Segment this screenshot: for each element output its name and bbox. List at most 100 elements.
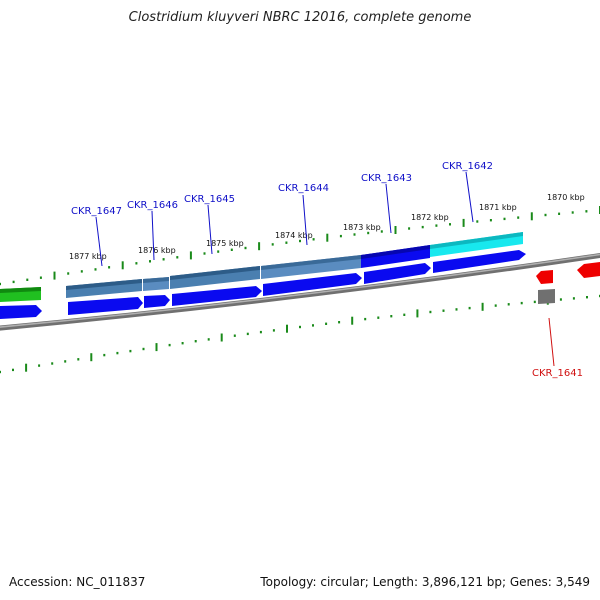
lower-ring-major-tick bbox=[220, 333, 223, 342]
upper-ring-minor-tick bbox=[571, 211, 574, 214]
upper-ring-minor-tick bbox=[80, 270, 83, 273]
lower-ring-minor-tick bbox=[207, 338, 210, 341]
feature-steel-4-shade bbox=[261, 255, 361, 270]
upper-ring-minor-tick bbox=[312, 238, 315, 241]
lower-ring-major-tick bbox=[286, 324, 288, 333]
leader-ckr-1641 bbox=[548, 317, 555, 367]
feature-track-upper bbox=[66, 232, 523, 298]
lower-ring-major-tick bbox=[155, 343, 158, 352]
cds-arrow-ckr-1647 bbox=[68, 297, 143, 315]
lower-ring-minor-tick bbox=[233, 334, 236, 337]
lower-ring-minor-tick bbox=[494, 304, 497, 307]
leader-ckr-1643 bbox=[385, 183, 392, 234]
upper-ring-minor-tick bbox=[135, 262, 138, 265]
upper-ring-minor-tick bbox=[476, 220, 479, 223]
cds-arrow-ckr-1645 bbox=[172, 286, 262, 306]
accession-text: Accession: NC_011837 bbox=[9, 575, 146, 589]
lower-ring-minor-tick bbox=[559, 298, 562, 301]
upper-ring-minor-tick bbox=[544, 213, 547, 217]
lower-ring-minor-tick bbox=[403, 313, 406, 316]
lower-ring-minor-tick bbox=[168, 343, 171, 347]
upper-ring-minor-tick bbox=[585, 210, 588, 213]
tick-labels: 1870 kbp 1871 kbp 1872 kbp 1873 kbp 1874… bbox=[69, 193, 585, 261]
lower-ring-minor-tick bbox=[12, 368, 14, 372]
lower-ring-minor-tick bbox=[377, 316, 380, 319]
upper-ring-major-tick bbox=[394, 226, 397, 234]
lower-ring-minor-tick bbox=[272, 329, 275, 332]
lower-ring-minor-tick bbox=[429, 310, 432, 314]
feature-steel-3-shade bbox=[170, 266, 260, 280]
upper-ring-major-tick bbox=[462, 218, 465, 227]
cds-arrow-ckr-1646 bbox=[144, 295, 170, 308]
gene-label-ckr-1641: CKR_1641 bbox=[532, 368, 583, 379]
lower-ring-minor-tick bbox=[38, 364, 41, 367]
gene-label-ckr-1644: CKR_1644 bbox=[278, 183, 329, 194]
upper-ring-major-tick bbox=[530, 212, 533, 221]
cds-arrow-ckr-1643 bbox=[364, 263, 431, 284]
upper-ring-minor-tick bbox=[230, 248, 233, 251]
upper-ring-minor-tick bbox=[435, 224, 438, 227]
lower-ring-minor-tick bbox=[299, 325, 301, 329]
leader-ckr-1642 bbox=[465, 171, 474, 223]
lower-ring-minor-tick bbox=[116, 351, 119, 355]
lower-ring-major-tick bbox=[25, 363, 28, 372]
cds-arrow-right-edge bbox=[577, 262, 600, 278]
upper-ring-minor-tick bbox=[367, 231, 370, 235]
lower-ring-minor-tick bbox=[77, 358, 80, 361]
lower-ring-minor-tick bbox=[51, 362, 54, 365]
lower-ring-minor-tick bbox=[390, 315, 393, 318]
upper-ring-minor-tick bbox=[203, 252, 206, 255]
genome-backbone bbox=[0, 252, 600, 331]
leader-ckr-1646 bbox=[151, 210, 155, 261]
lower-ring-minor-tick bbox=[338, 321, 341, 324]
gene-label-ckr-1642: CKR_1642 bbox=[442, 161, 493, 172]
upper-ring-minor-tick bbox=[503, 217, 506, 221]
lower-ring-minor-tick bbox=[325, 322, 328, 325]
lower-ring-minor-tick bbox=[129, 349, 132, 353]
upper-ring-minor-tick bbox=[517, 216, 520, 219]
lower-ring-minor-tick bbox=[194, 340, 197, 343]
upper-ring-minor-tick bbox=[176, 256, 179, 259]
upper-ring-minor-tick bbox=[380, 230, 383, 233]
upper-ring-minor-tick bbox=[149, 260, 151, 263]
tick-label-1874: 1874 kbp bbox=[275, 231, 313, 240]
upper-ring-major-tick bbox=[121, 261, 124, 270]
gene-label-ckr-1643: CKR_1643 bbox=[361, 173, 412, 184]
upper-ring-major-tick bbox=[53, 271, 56, 280]
leader-ckr-1647 bbox=[95, 216, 103, 267]
cds-track bbox=[0, 250, 600, 319]
upper-ring-minor-tick bbox=[285, 241, 288, 244]
upper-ring-minor-tick bbox=[94, 268, 97, 271]
tick-label-1876: 1876 kbp bbox=[138, 246, 176, 255]
tick-label-1870: 1870 kbp bbox=[547, 193, 585, 202]
upper-ring-minor-tick bbox=[39, 276, 42, 279]
gene-label-ckr-1646: CKR_1646 bbox=[127, 200, 178, 211]
upper-ring-minor-tick bbox=[108, 266, 111, 269]
cds-arrow-ckr-1641 bbox=[536, 270, 553, 284]
leader-ckr-1644 bbox=[302, 194, 308, 246]
lower-ring-minor-tick bbox=[103, 353, 106, 357]
tick-label-1871: 1871 kbp bbox=[479, 203, 517, 212]
tick-label-1872: 1872 kbp bbox=[411, 213, 449, 222]
lower-ring-minor-tick bbox=[586, 296, 588, 299]
lower-ring-minor-tick bbox=[507, 303, 510, 306]
feature-steel-1-shade bbox=[66, 279, 142, 290]
gene-label-ckr-1647: CKR_1647 bbox=[71, 206, 122, 217]
lower-ring-minor-tick bbox=[520, 301, 523, 305]
genome-summary-text: Topology: circular; Length: 3,896,121 bp… bbox=[260, 575, 590, 589]
tick-label-1877: 1877 kbp bbox=[69, 252, 107, 261]
upper-ring-minor-tick bbox=[217, 250, 220, 253]
upper-ring-minor-tick bbox=[558, 212, 561, 215]
upper-ring-minor-tick bbox=[12, 280, 15, 284]
tick-label-1873: 1873 kbp bbox=[343, 223, 381, 232]
lower-ring-major-tick bbox=[351, 316, 354, 325]
upper-ring-minor-tick bbox=[353, 233, 356, 236]
lower-ring-minor-tick bbox=[442, 309, 445, 312]
upper-ring-minor-tick bbox=[408, 227, 411, 230]
upper-ring-minor-tick bbox=[67, 272, 70, 275]
upper-ring-minor-tick bbox=[26, 278, 29, 281]
upper-ring-minor-tick bbox=[244, 246, 247, 250]
feature-gray bbox=[538, 289, 555, 304]
upper-ring-minor-tick bbox=[489, 219, 492, 222]
